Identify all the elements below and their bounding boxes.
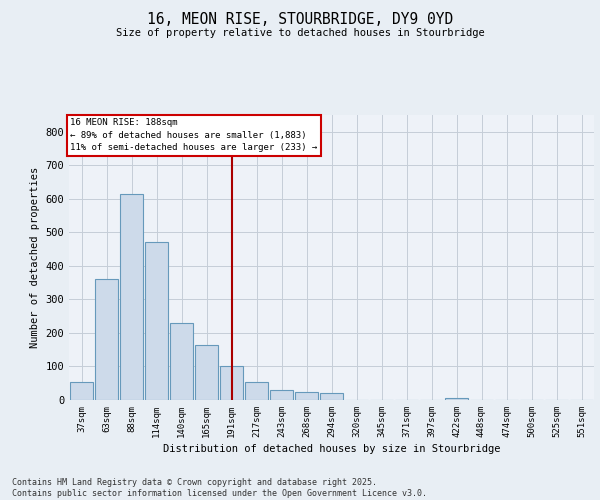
X-axis label: Distribution of detached houses by size in Stourbridge: Distribution of detached houses by size …: [163, 444, 500, 454]
Text: 16, MEON RISE, STOURBRIDGE, DY9 0YD: 16, MEON RISE, STOURBRIDGE, DY9 0YD: [147, 12, 453, 28]
Bar: [70, 382, 93, 400]
Bar: [195, 344, 218, 400]
Bar: [220, 366, 243, 400]
Bar: [270, 390, 293, 400]
Text: Size of property relative to detached houses in Stourbridge: Size of property relative to detached ho…: [116, 28, 484, 38]
Text: 16 MEON RISE: 188sqm
← 89% of detached houses are smaller (1,883)
11% of semi-de: 16 MEON RISE: 188sqm ← 89% of detached h…: [70, 118, 317, 152]
Text: Contains HM Land Registry data © Crown copyright and database right 2025.
Contai: Contains HM Land Registry data © Crown c…: [12, 478, 427, 498]
Bar: [295, 392, 318, 400]
Bar: [320, 394, 343, 400]
Bar: [95, 280, 118, 400]
Y-axis label: Number of detached properties: Number of detached properties: [30, 167, 40, 348]
Bar: [120, 194, 143, 400]
Bar: [445, 398, 468, 400]
Bar: [245, 382, 268, 400]
Bar: [145, 242, 168, 400]
Bar: [170, 323, 193, 400]
